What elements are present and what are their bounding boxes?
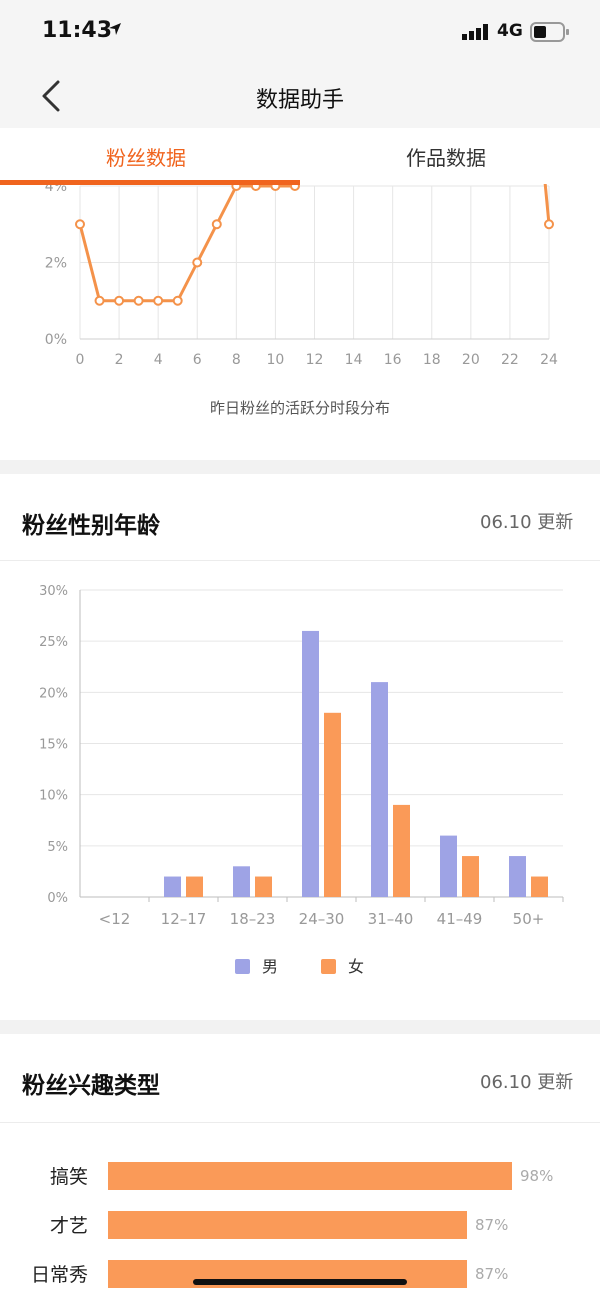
bar-女: [531, 876, 548, 897]
x-tick-label: 18–23: [230, 910, 276, 928]
x-tick-label: 0: [76, 352, 85, 368]
signal-icon: [462, 24, 488, 40]
x-tick-label: 50+: [513, 910, 545, 928]
series-line: [78, 184, 295, 303]
page-title: 数据助手: [255, 88, 344, 113]
x-tick-label: 41–49: [437, 910, 483, 928]
x-tick-label: <12: [99, 910, 131, 928]
nav-bar: 数据助手: [0, 64, 600, 128]
x-tick-label: 18: [423, 352, 441, 368]
y-tick-label: 15%: [39, 738, 68, 753]
status-time: 11:43: [42, 18, 113, 43]
interest-percent: 98%: [520, 1167, 554, 1185]
x-tick-label: 31–40: [368, 910, 414, 928]
x-tick-label: 14: [345, 352, 363, 368]
data-point: [133, 295, 144, 306]
x-tick-label: 24: [540, 352, 558, 368]
home-indicator: [193, 1279, 407, 1285]
bar-男: [164, 876, 181, 897]
location-arrow-icon: [109, 23, 121, 35]
legend-swatch: [321, 959, 336, 974]
active-tab-indicator: [0, 180, 300, 185]
bar-女: [462, 856, 479, 897]
y-tick-label: 10%: [39, 789, 68, 804]
status-bar: [0, 0, 600, 64]
y-tick-label: 30%: [39, 584, 68, 599]
interest-percent: 87%: [475, 1265, 509, 1283]
bar-男: [371, 682, 388, 897]
data-point: [211, 219, 222, 230]
data-point: [75, 219, 85, 230]
y-tick-label: 20%: [39, 686, 68, 701]
x-tick-label: 12: [306, 352, 324, 368]
back-chevron-icon[interactable]: [30, 76, 70, 116]
gender-age-title: 粉丝性别年龄: [22, 513, 160, 539]
interests-title: 粉丝兴趣类型: [22, 1073, 160, 1099]
y-tick-label: 0%: [47, 891, 68, 906]
x-tick-label: 10: [267, 352, 285, 368]
x-tick-label: 22: [501, 352, 519, 368]
y-tick-label: 2%: [45, 256, 67, 272]
interest-label: 搞笑: [49, 1166, 88, 1188]
bar-男: [440, 835, 457, 897]
section-gap: [0, 460, 600, 474]
data-point: [153, 295, 164, 306]
tab-fans-data[interactable]: 粉丝数据: [106, 146, 186, 170]
bar-男: [233, 866, 250, 897]
section-gap: [0, 1020, 600, 1034]
interest-percent: 87%: [475, 1216, 509, 1234]
divider: [0, 560, 600, 561]
x-tick-label: 12–17: [161, 910, 207, 928]
x-tick-label: 4: [154, 352, 163, 368]
data-point: [544, 219, 554, 230]
data-point: [172, 295, 183, 306]
legend-label: 女: [348, 957, 364, 976]
bar-女: [393, 804, 410, 897]
activity-line-chart: 0%2%4%0 2 4 6 8 10 12 14 16 18 20 22 24: [45, 179, 558, 368]
y-tick-label: 0%: [45, 332, 67, 348]
data-point: [192, 257, 203, 268]
y-tick-label: 25%: [39, 635, 68, 650]
series-line: [543, 181, 551, 225]
bar-女: [186, 876, 203, 897]
network-label: 4G: [497, 21, 523, 41]
tab-works-data[interactable]: 作品数据: [406, 146, 486, 170]
data-point: [114, 295, 125, 306]
x-tick-label: 16: [384, 352, 402, 368]
bar-男: [509, 856, 526, 897]
x-tick-label: 6: [193, 352, 202, 368]
activity-chart-caption: 昨日粉丝的活跃分时段分布: [209, 399, 390, 417]
x-tick-label: 2: [115, 352, 124, 368]
bar-女: [324, 712, 341, 897]
interest-label: 日常秀: [30, 1264, 88, 1286]
interest-bar: [108, 1211, 467, 1239]
legend-label: 男: [262, 957, 278, 976]
interest-bar: [108, 1162, 512, 1190]
bar-女: [255, 876, 272, 897]
gender-age-bar-chart: 0% 5% 10% 15% 20% 25% 30% <12 12–17 18–23 24–30 31–…: [39, 584, 564, 976]
tab-bar: 粉丝数据 作品数据: [0, 128, 600, 184]
x-tick-label: 8: [232, 352, 241, 368]
interest-label: 才艺: [49, 1215, 88, 1237]
data-point: [94, 295, 105, 306]
bar-男: [302, 630, 319, 897]
interests-updated: 06.10 更新: [480, 1072, 574, 1093]
x-tick-label: 24–30: [299, 910, 345, 928]
x-tick-label: 20: [462, 352, 480, 368]
divider: [0, 1122, 600, 1123]
legend-swatch: [235, 959, 250, 974]
battery-icon: [530, 22, 569, 42]
y-tick-label: 5%: [47, 840, 68, 855]
gender-age-updated: 06.10 更新: [480, 512, 574, 533]
